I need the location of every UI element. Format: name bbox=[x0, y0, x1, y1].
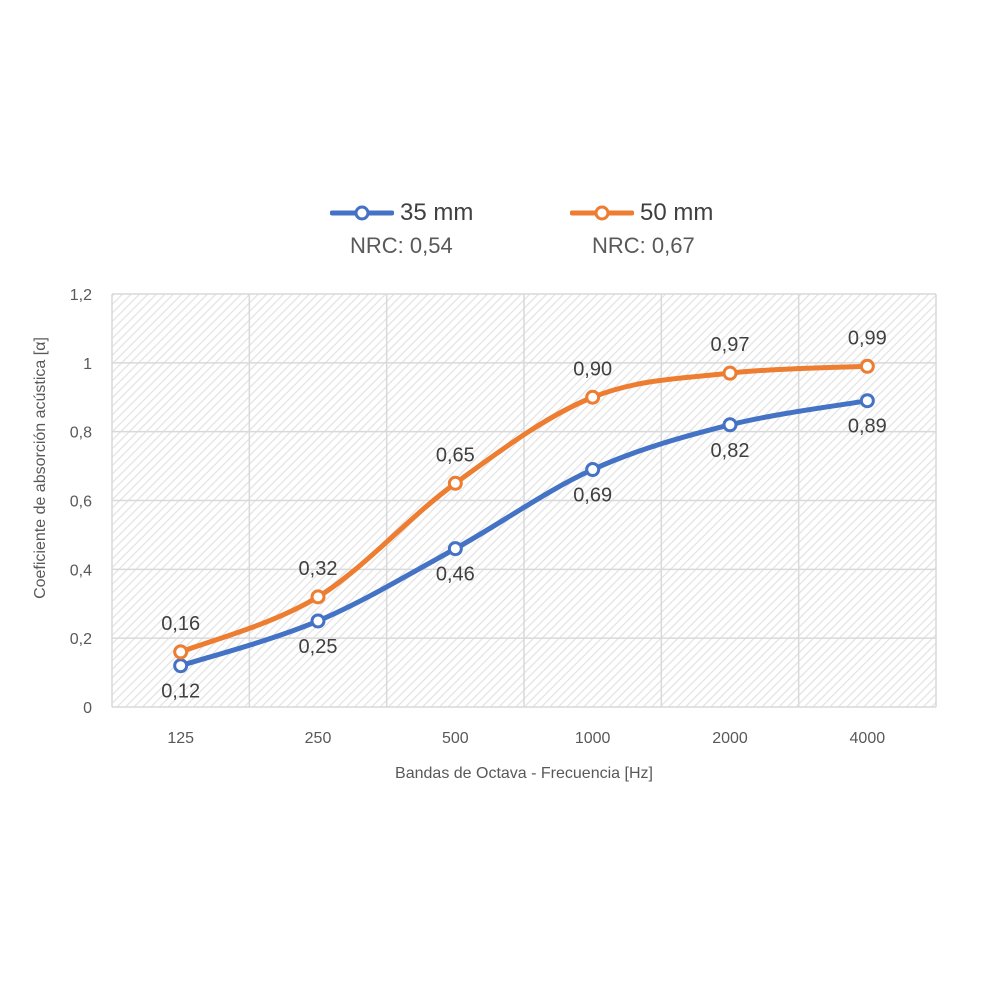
y-tick-label: 0,6 bbox=[70, 494, 92, 511]
data-point-50mm bbox=[722, 365, 738, 381]
data-point-35mm bbox=[859, 393, 875, 409]
y-tick-label: 0,2 bbox=[70, 631, 92, 648]
data-point-35mm bbox=[585, 462, 601, 478]
legend-item-35mm: 35 mm NRC: 0,54 bbox=[330, 199, 473, 259]
data-point-35mm bbox=[722, 417, 738, 433]
data-label-50mm: 0,65 bbox=[436, 444, 475, 466]
gridlines bbox=[111, 293, 937, 708]
data-point-50mm bbox=[585, 389, 601, 405]
y-tick-label: 0,4 bbox=[70, 562, 92, 579]
data-label-50mm: 0,97 bbox=[711, 334, 750, 356]
data-label-35mm: 0,69 bbox=[573, 485, 612, 507]
y-tick-label: 1 bbox=[83, 356, 92, 373]
y-axis-title: Coeficiente de absorción acústica [α] bbox=[32, 337, 49, 599]
legend-item-50mm: 50 mm NRC: 0,67 bbox=[570, 199, 713, 259]
series-line-50mm bbox=[178, 363, 870, 655]
data-label-35mm: 0,82 bbox=[711, 440, 750, 462]
legend-nrc-35mm: NRC: 0,54 bbox=[350, 233, 453, 258]
legend-nrc-50mm: NRC: 0,67 bbox=[592, 233, 695, 258]
x-tick-label: 2000 bbox=[712, 730, 748, 747]
series-line-35mm bbox=[178, 398, 870, 669]
x-tick-label: 125 bbox=[167, 730, 194, 747]
legend-label-35mm: 35 mm bbox=[400, 199, 474, 226]
x-tick-label: 1000 bbox=[575, 730, 611, 747]
data-labels: 0,12 0,25 0,46 0,69 0,82 0,89 0,16 0,32 0,65 0,90… bbox=[161, 327, 887, 702]
data-label-50mm: 0,99 bbox=[848, 327, 887, 349]
data-label-50mm: 0,16 bbox=[161, 613, 200, 635]
data-point-35mm bbox=[447, 541, 463, 557]
x-tick-label: 4000 bbox=[850, 730, 886, 747]
axis-ticks: 0 0,2 0,4 0,6 0,8 1 1,2 125 250 500 1000 2000 4000 bbox=[70, 287, 885, 747]
y-tick-label: 1,2 bbox=[70, 287, 92, 304]
data-point-50mm bbox=[173, 644, 189, 660]
data-point-35mm bbox=[173, 658, 189, 674]
y-tick-label: 0 bbox=[83, 700, 92, 717]
data-point-35mm bbox=[310, 613, 326, 629]
data-point-50mm bbox=[859, 358, 875, 374]
data-point-50mm bbox=[447, 475, 463, 491]
data-point-50mm bbox=[310, 589, 326, 605]
x-tick-label: 250 bbox=[305, 730, 332, 747]
data-label-35mm: 0,25 bbox=[299, 636, 338, 658]
data-label-35mm: 0,46 bbox=[436, 564, 475, 586]
x-tick-label: 500 bbox=[442, 730, 469, 747]
data-label-35mm: 0,12 bbox=[161, 681, 200, 703]
series-lines bbox=[173, 358, 875, 674]
data-label-50mm: 0,32 bbox=[299, 558, 338, 580]
y-tick-label: 0,8 bbox=[70, 425, 92, 442]
legend-label-50mm: 50 mm bbox=[640, 199, 714, 226]
data-label-50mm: 0,90 bbox=[573, 358, 612, 380]
x-axis-title: Bandas de Octava - Frecuencia [Hz] bbox=[395, 765, 653, 782]
data-label-35mm: 0,89 bbox=[848, 416, 887, 438]
legend-marker-50mm bbox=[570, 205, 634, 221]
legend-marker-35mm bbox=[330, 205, 394, 221]
